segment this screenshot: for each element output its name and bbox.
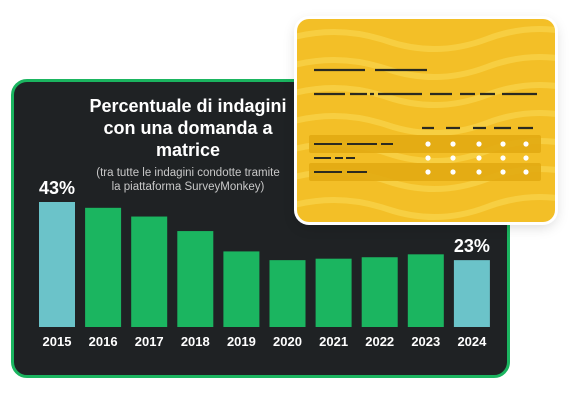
x-tick-label-2022: 2022 [365, 334, 394, 349]
matrix-question-illustration [297, 19, 555, 222]
radio-dot-icon [476, 141, 482, 147]
radio-dot-icon [450, 141, 456, 147]
radio-dot-icon [500, 155, 506, 161]
radio-dot-icon [523, 141, 529, 147]
chart-subtitle: (tra tutte le indagini condotte tramite … [96, 167, 280, 193]
value-label-2015: 43% [39, 178, 75, 198]
x-tick-label-2023: 2023 [411, 334, 440, 349]
x-tick-label-2016: 2016 [89, 334, 118, 349]
x-tick-label-2018: 2018 [181, 334, 210, 349]
bar-2017 [131, 216, 168, 327]
bar-2018 [177, 231, 214, 327]
radio-dot-icon [523, 169, 529, 175]
radio-dot-icon [476, 155, 482, 161]
bar-chart: 2015 43% 2016 2017 2018 2019 2020 2021 2022 2023 2… [39, 178, 490, 349]
radio-dot-icon [450, 169, 456, 175]
radio-dot-icon [425, 155, 431, 161]
radio-dot-icon [425, 169, 431, 175]
bar-2020 [269, 260, 306, 327]
x-tick-label-2017: 2017 [135, 334, 164, 349]
bar-2015 [39, 202, 75, 327]
chart-title: Percentuale di indagini con una domanda … [89, 96, 287, 160]
radio-dot-icon [500, 141, 506, 147]
form-graphic [297, 25, 555, 221]
x-tick-label-2024: 2024 [457, 334, 487, 349]
bar-2019 [223, 251, 260, 327]
bar-2016 [85, 207, 122, 327]
radio-dot-icon [476, 169, 482, 175]
bar-2024 [453, 260, 490, 327]
radio-dot-icon [500, 169, 506, 175]
radio-dot-icon [425, 141, 431, 147]
bar-2022 [361, 257, 398, 327]
x-tick-label-2021: 2021 [319, 334, 348, 349]
x-tick-label-2020: 2020 [273, 334, 302, 349]
bar-2023 [407, 254, 444, 327]
bar-2021 [315, 258, 352, 327]
radio-dot-icon [450, 155, 456, 161]
radio-dot-icon [523, 155, 529, 161]
x-tick-label-2019: 2019 [227, 334, 256, 349]
value-label-2024: 23% [454, 236, 490, 256]
x-tick-label-2015: 2015 [43, 334, 72, 349]
